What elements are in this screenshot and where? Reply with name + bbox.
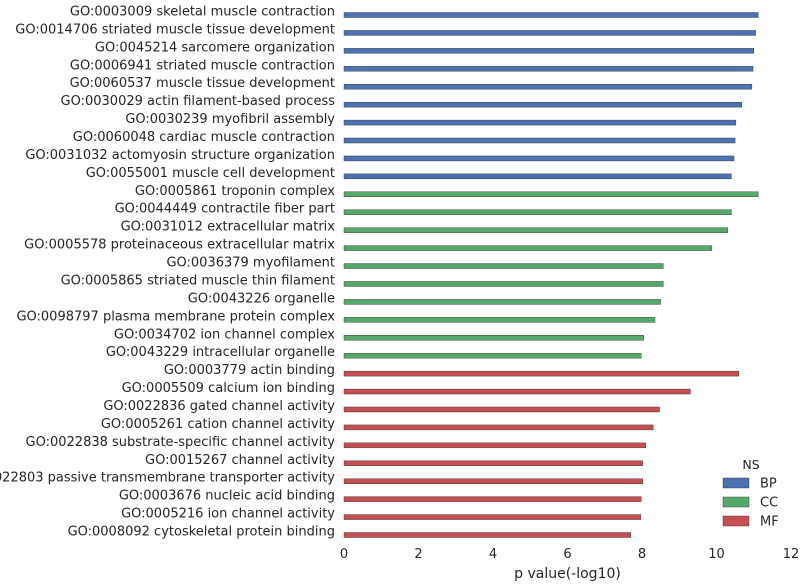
- category-label: GO:0005216 ion channel activity: [121, 507, 335, 522]
- category-label: GO:0022836 gated channel activity: [103, 399, 335, 414]
- category-label: GO:0043226 organelle: [188, 291, 335, 306]
- bar-cc: [343, 299, 661, 305]
- legend-title: NS: [742, 457, 759, 472]
- category-label: GO:0022803 passive transmembrane transpo…: [0, 471, 335, 486]
- category-label: GO:0060537 muscle tissue development: [70, 76, 335, 91]
- bar-bp: [343, 84, 753, 90]
- x-tick-label: 12: [783, 547, 800, 562]
- category-label: GO:0005578 proteinaceous extracellular m…: [24, 238, 335, 253]
- bar-cc: [343, 317, 656, 323]
- category-label: GO:0031012 extracellular matrix: [121, 220, 336, 235]
- bar-cc: [343, 335, 645, 341]
- category-label: GO:0045214 sarcomere organization: [95, 40, 335, 55]
- category-label: GO:0022838 substrate-specific channel ac…: [26, 435, 336, 450]
- x-tick-label: 8: [638, 547, 646, 562]
- bar-cc: [343, 352, 642, 359]
- legend-swatch-cc: [722, 496, 750, 508]
- category-label: GO:0034702 ion channel complex: [114, 327, 335, 342]
- x-tick-label: 6: [563, 547, 571, 562]
- category-label: GO:0098797 plasma membrane protein compl…: [16, 309, 335, 324]
- bar-mf: [343, 460, 643, 466]
- category-label: GO:0036379 myofilament: [166, 256, 335, 271]
- x-axis-title: p value(-log10): [514, 566, 621, 582]
- bar-cc: [343, 263, 664, 269]
- category-label: GO:0030239 myofibril assembly: [125, 112, 335, 127]
- bar-bp: [343, 101, 743, 108]
- legend-label-cc: CC: [760, 496, 778, 511]
- bar-bp: [343, 155, 735, 162]
- category-label: GO:0003009 skeletal muscle contraction: [70, 5, 335, 20]
- legend-swatch-mf: [722, 515, 750, 527]
- category-label: GO:0005261 cation channel activity: [101, 417, 335, 432]
- bar-mf: [343, 496, 642, 502]
- x-tick-label: 0: [340, 547, 348, 562]
- category-label: GO:0031032 actomyosin structure organiza…: [25, 148, 335, 163]
- category-label: GO:0014706 striated muscle tissue develo…: [15, 22, 335, 37]
- category-label: GO:0008092 cytoskeletal protein binding: [68, 525, 335, 540]
- legend-swatch-bp: [722, 477, 750, 489]
- bar-bp: [343, 137, 736, 144]
- legend-label-mf: MF: [760, 515, 779, 530]
- x-tick-label: 4: [489, 547, 497, 562]
- category-label: GO:0055001 muscle cell development: [86, 166, 335, 181]
- bars-group: [343, 12, 759, 538]
- bar-bp: [343, 30, 756, 36]
- legend: NS BP CC MF: [722, 457, 779, 530]
- bar-cc: [343, 281, 664, 287]
- category-label: GO:0005865 striated muscle thin filament: [61, 273, 335, 288]
- x-tick-label: 2: [414, 547, 422, 562]
- bar-bp: [343, 12, 759, 18]
- category-label: GO:0060048 cardiac muscle contraction: [73, 130, 335, 145]
- bar-mf: [343, 424, 654, 431]
- bar-bp: [343, 66, 754, 72]
- category-label: GO:0003676 nucleic acid binding: [119, 489, 335, 504]
- category-labels-group: GO:0003009 skeletal muscle contraction GO…: [0, 5, 335, 540]
- bar-mf: [343, 532, 632, 538]
- bar-cc: [343, 245, 712, 251]
- bar-bp: [343, 119, 737, 126]
- bar-cc: [343, 227, 728, 233]
- bar-mf: [343, 514, 642, 520]
- bar-mf: [343, 370, 740, 377]
- bar-cc: [343, 191, 759, 198]
- bar-cc: [343, 209, 732, 215]
- x-axis-ticks-group: 0 2 4 6 8 10 12: [340, 547, 799, 562]
- bar-bp: [343, 173, 732, 180]
- bar-mf: [343, 442, 646, 449]
- bar-mf: [343, 478, 643, 484]
- category-label: GO:0043229 intracellular organelle: [106, 345, 335, 360]
- category-label: GO:0030029 actin filament-based process: [61, 94, 336, 109]
- bar-mf: [343, 388, 691, 395]
- category-label: GO:0005509 calcium ion binding: [122, 381, 335, 396]
- legend-label-bp: BP: [760, 477, 777, 492]
- category-label: GO:0005861 troponin complex: [135, 184, 335, 199]
- bar-bp: [343, 48, 754, 54]
- bar-mf: [343, 406, 660, 413]
- category-label: GO:0044449 contractile fiber part: [115, 202, 335, 217]
- category-label: GO:0003779 actin binding: [164, 363, 335, 378]
- x-tick-label: 10: [708, 547, 725, 562]
- category-label: GO:0015267 channel activity: [145, 453, 335, 468]
- category-label: GO:0006941 striated muscle contraction: [70, 58, 335, 73]
- legend-items-group: BP CC MF: [722, 477, 779, 530]
